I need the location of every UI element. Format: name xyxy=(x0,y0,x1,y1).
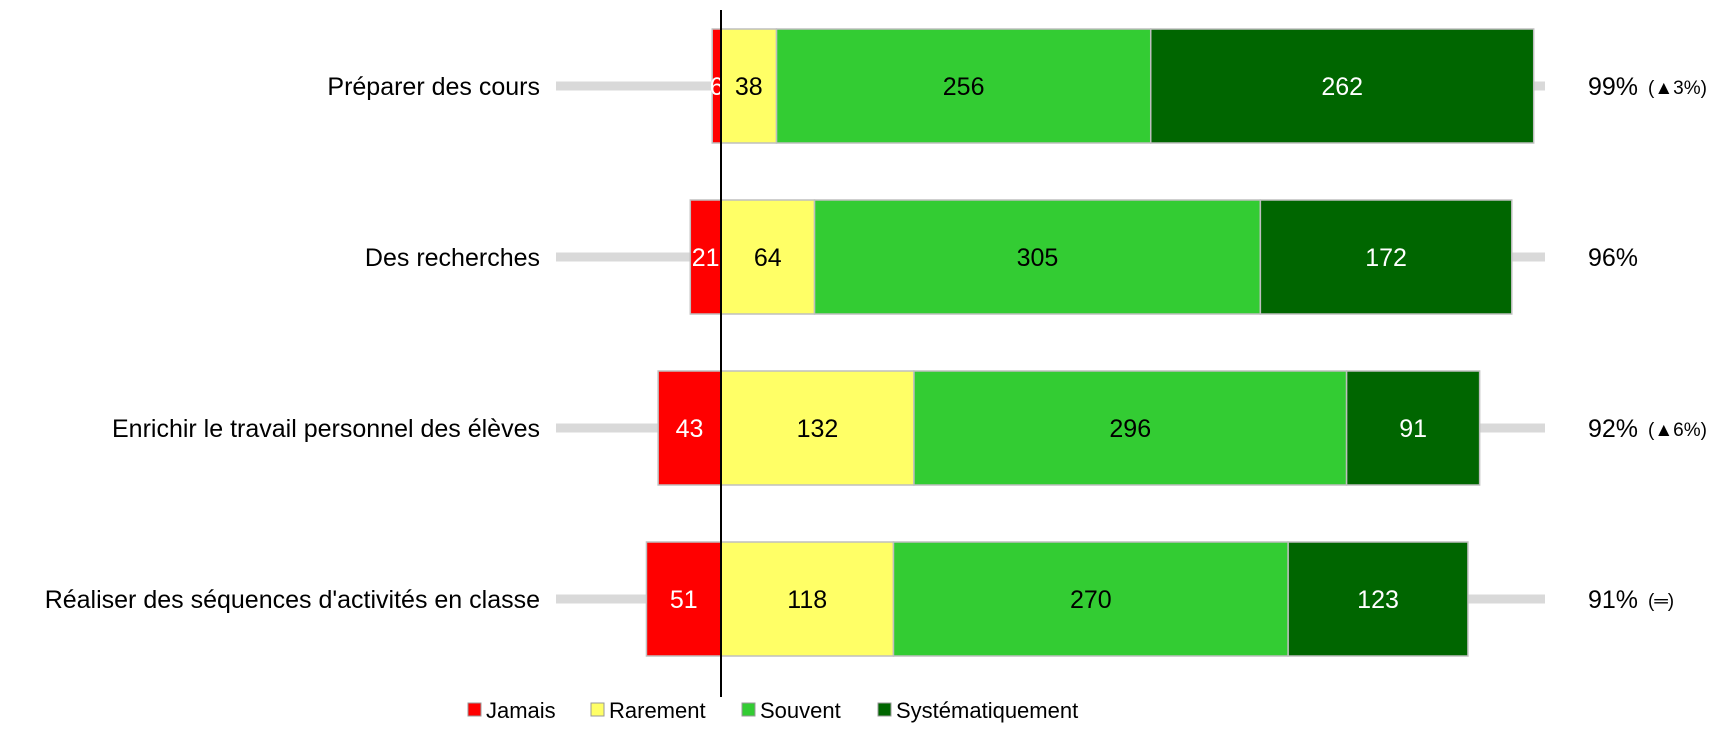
percentage-label: 99% xyxy=(1588,73,1638,101)
bar-value-label: 51 xyxy=(670,586,698,614)
bar-segment-rarement xyxy=(720,28,778,144)
bar-value-label: 64 xyxy=(754,244,782,272)
percentage-label: 92% xyxy=(1588,415,1638,443)
bar-segment-souvent xyxy=(892,541,1289,657)
legend-swatch xyxy=(741,702,756,717)
legend-swatch xyxy=(877,702,892,717)
trend-label: (▲3%) xyxy=(1648,78,1707,99)
legend-label: Jamais xyxy=(486,698,556,723)
row-tracks xyxy=(556,81,1545,604)
bar-segment-systématiquement xyxy=(1287,541,1469,657)
bar-value-label: 256 xyxy=(943,73,985,101)
bar-segment-systématiquement xyxy=(1345,370,1481,486)
legend-label: Systématiquement xyxy=(896,698,1078,723)
bar-value-label: 118 xyxy=(787,586,827,614)
category-label: Enrichir le travail personnel des élèves xyxy=(112,415,540,443)
category-label: Des recherches xyxy=(365,244,540,272)
bar-value-label: 91 xyxy=(1399,415,1427,443)
category-labels: Préparer des cours Des recherches Enrichir… xyxy=(45,73,540,614)
legend-swatch xyxy=(467,702,482,717)
bar-segment-rarement xyxy=(720,370,915,486)
bar-value-label: 43 xyxy=(676,415,704,443)
legend-swatch xyxy=(590,702,605,717)
bar-value-label: 270 xyxy=(1070,586,1112,614)
bar-segment-souvent xyxy=(813,199,1262,315)
category-label: Réaliser des séquences d'activités en cl… xyxy=(45,586,540,614)
legend: Jamais Rarement Souvent Systématiquement xyxy=(467,698,1078,723)
category-label: Préparer des cours xyxy=(327,73,540,101)
bar-segment-systématiquement xyxy=(1149,28,1535,144)
bar-value-label: 132 xyxy=(797,415,839,443)
bar-value-label: 172 xyxy=(1365,244,1407,272)
bar-segment-souvent xyxy=(913,370,1348,486)
bar-segment-systématiquement xyxy=(1259,199,1513,315)
percentage-label: 96% xyxy=(1588,244,1638,272)
bar-value-label: 21 xyxy=(692,244,720,272)
bar-value-label: 123 xyxy=(1357,586,1399,614)
legend-label: Rarement xyxy=(609,698,706,723)
bar-value-label: 262 xyxy=(1321,73,1363,101)
bar-segment-jamais xyxy=(689,199,722,315)
trend-label: (═) xyxy=(1648,591,1674,612)
bar-segment-jamais xyxy=(657,370,722,486)
bar-value-label: 305 xyxy=(1017,244,1059,272)
bar-value-label: 296 xyxy=(1109,415,1151,443)
bar-value-label: 38 xyxy=(735,73,763,101)
percentage-labels: 99% (▲3%) 96% 92% (▲6%) 91% (═) xyxy=(1588,73,1707,614)
legend-label: Souvent xyxy=(760,698,841,723)
bar-segment-rarement xyxy=(720,199,816,315)
trend-label: (▲6%) xyxy=(1648,420,1707,441)
bar-segment-jamais xyxy=(645,541,722,657)
percentage-label: 91% xyxy=(1588,586,1638,614)
